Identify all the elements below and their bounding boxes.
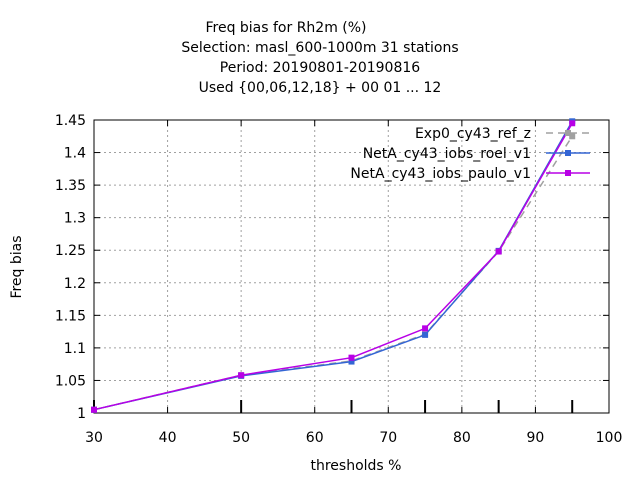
y-tick-label: 1.4 bbox=[64, 146, 86, 162]
series-2-point bbox=[348, 358, 355, 365]
y-tick-label: 1.35 bbox=[55, 178, 86, 194]
series-line-3 bbox=[93, 122, 573, 411]
y-tick-label: 1.45 bbox=[55, 113, 86, 129]
chart-title: Freq bias for Rh2m (%) bbox=[205, 20, 367, 36]
series-3-point bbox=[495, 248, 502, 255]
y-tick-label: 1.2 bbox=[64, 276, 86, 292]
plot-frame bbox=[93, 119, 610, 414]
x-tick-label: 40 bbox=[159, 430, 177, 446]
x-tick-label: 100 bbox=[596, 430, 623, 446]
x-tick-label: 80 bbox=[453, 430, 471, 446]
y-tick-label: 1.25 bbox=[55, 243, 86, 259]
legend-label-3: NetA_cy43_iobs_paulo_v1 bbox=[350, 166, 531, 182]
x-tick-label: 30 bbox=[85, 430, 103, 446]
legend-marker-1 bbox=[565, 130, 571, 136]
y-axis-label: Freq bias bbox=[9, 235, 25, 298]
legend-marker-2 bbox=[565, 150, 571, 156]
series-3-point bbox=[422, 325, 429, 332]
axes bbox=[93, 119, 610, 414]
legend-label-2: NetA_cy43_iobs_roel_v1 bbox=[363, 146, 531, 162]
legend-marker-3 bbox=[565, 170, 571, 176]
y-tick-label: 1.05 bbox=[55, 373, 86, 389]
series-3-point bbox=[348, 354, 355, 361]
legend-label-1: Exp0_cy43_ref_z bbox=[415, 126, 531, 142]
series-3-point bbox=[569, 120, 576, 127]
y-tick-label: 1.1 bbox=[64, 341, 86, 357]
y-tick-label: 1 bbox=[77, 406, 86, 422]
legend: Exp0_cy43_ref_z NetA_cy43_iobs_roel_v1 Net… bbox=[350, 126, 590, 182]
chart-title-block: Freq bias for Rh2m (%) Selection: masl_6… bbox=[0, 18, 640, 98]
data-series bbox=[91, 118, 576, 413]
series-3-point bbox=[238, 372, 245, 379]
x-tick-label: 70 bbox=[379, 430, 397, 446]
series-line-2 bbox=[93, 120, 573, 411]
tick-labels: 1 1.05 1.1 1.15 1.2 1.25 1.3 1.35 1.4 1.45 30 40 50 6… bbox=[55, 113, 623, 446]
chart-subtitle-used: Used {00,06,12,18} + 00 01 ... 12 bbox=[198, 80, 442, 96]
series-1-point bbox=[569, 133, 576, 140]
x-tick-label: 90 bbox=[527, 430, 545, 446]
chart-subtitle-period: Period: 20190801-20190816 bbox=[219, 60, 421, 76]
y-tick-label: 1.3 bbox=[64, 211, 86, 227]
series-3-point bbox=[91, 406, 97, 413]
x-tick-label: 50 bbox=[232, 430, 250, 446]
grid-lines bbox=[94, 120, 609, 413]
chart-subtitle-selection: Selection: masl_600-1000m 31 stations bbox=[181, 40, 459, 56]
y-tick-label: 1.15 bbox=[55, 308, 86, 324]
series-2-point bbox=[422, 331, 429, 338]
x-axis-label: thresholds % bbox=[311, 458, 402, 474]
x-tick-label: 60 bbox=[306, 430, 324, 446]
